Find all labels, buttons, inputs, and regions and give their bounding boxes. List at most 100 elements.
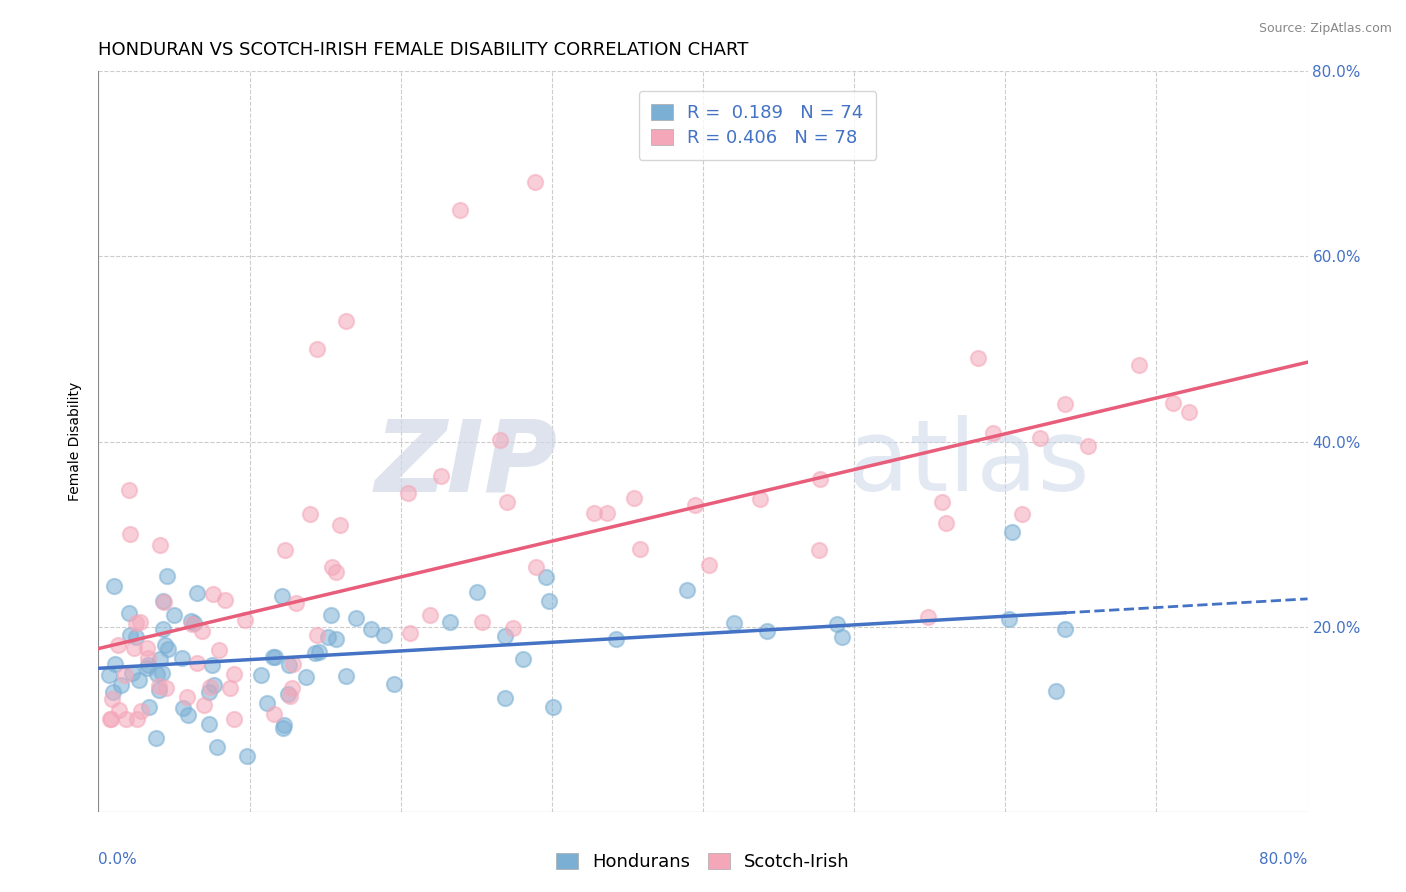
Legend: R =  0.189   N = 74, R = 0.406   N = 78: R = 0.189 N = 74, R = 0.406 N = 78: [638, 92, 876, 160]
Point: [136, 661, 159, 675]
Point: [277, 657, 299, 672]
Point: [181, 616, 204, 631]
Point: [623, 491, 645, 505]
Text: 80.0%: 80.0%: [1260, 853, 1308, 867]
Point: [831, 630, 853, 644]
Point: [136, 657, 159, 672]
Point: [156, 568, 179, 582]
Point: [534, 570, 557, 584]
Point: [512, 652, 534, 666]
Point: [495, 495, 517, 509]
Point: [308, 645, 330, 659]
Point: [270, 589, 292, 603]
Point: [321, 560, 343, 574]
Point: [100, 712, 122, 726]
Point: [541, 699, 564, 714]
Point: [494, 691, 516, 706]
Point: [335, 314, 357, 328]
Point: [172, 701, 194, 715]
Point: [193, 698, 215, 712]
Point: [202, 678, 225, 692]
Point: [120, 628, 142, 642]
Point: [305, 628, 328, 642]
Point: [396, 486, 419, 500]
Point: [180, 614, 202, 628]
Point: [321, 607, 343, 622]
Point: [264, 649, 287, 664]
Point: [183, 616, 205, 631]
Point: [129, 615, 152, 629]
Point: [198, 680, 221, 694]
Point: [430, 468, 453, 483]
Point: [439, 615, 461, 629]
Point: [100, 712, 122, 726]
Point: [981, 426, 1004, 441]
Point: [917, 609, 939, 624]
Point: [274, 543, 297, 558]
Point: [756, 624, 779, 639]
Point: [419, 607, 441, 622]
Point: [1011, 507, 1033, 521]
Point: [1161, 396, 1184, 410]
Point: [344, 611, 367, 625]
Point: [523, 175, 546, 190]
Point: [298, 508, 321, 522]
Point: [191, 624, 214, 639]
Point: [465, 585, 488, 599]
Point: [1128, 358, 1150, 372]
Point: [118, 607, 141, 621]
Point: [935, 516, 957, 530]
Point: [449, 203, 471, 218]
Text: atlas: atlas: [848, 416, 1090, 512]
Point: [218, 681, 240, 695]
Point: [723, 616, 745, 631]
Point: [214, 592, 236, 607]
Point: [146, 667, 169, 681]
Point: [103, 685, 125, 699]
Point: [121, 666, 143, 681]
Point: [596, 506, 619, 520]
Point: [170, 651, 193, 665]
Text: HONDURAN VS SCOTCH-IRISH FEMALE DISABILITY CORRELATION CHART: HONDURAN VS SCOTCH-IRISH FEMALE DISABILI…: [98, 41, 749, 59]
Point: [138, 700, 160, 714]
Point: [967, 351, 990, 366]
Point: [524, 560, 547, 574]
Point: [489, 433, 512, 447]
Point: [157, 642, 180, 657]
Point: [502, 621, 524, 635]
Point: [329, 517, 352, 532]
Point: [125, 615, 148, 630]
Point: [186, 585, 208, 599]
Point: [176, 690, 198, 705]
Point: [150, 666, 173, 681]
Point: [208, 642, 231, 657]
Point: [273, 718, 295, 732]
Point: [281, 681, 304, 696]
Point: [538, 594, 561, 608]
Point: [107, 703, 129, 717]
Point: [628, 541, 651, 556]
Point: [1054, 397, 1077, 411]
Point: [155, 681, 177, 695]
Point: [325, 566, 347, 580]
Point: [1045, 684, 1067, 698]
Point: [1053, 623, 1076, 637]
Point: [1177, 405, 1199, 419]
Point: [110, 678, 132, 692]
Point: [127, 712, 149, 726]
Point: [399, 625, 422, 640]
Point: [198, 716, 221, 731]
Point: [277, 687, 299, 701]
Point: [222, 666, 245, 681]
Point: [129, 705, 152, 719]
Point: [202, 587, 225, 601]
Point: [115, 712, 138, 726]
Point: [1001, 524, 1024, 539]
Point: [494, 629, 516, 643]
Point: [582, 506, 605, 520]
Point: [316, 630, 339, 644]
Point: [155, 638, 177, 652]
Point: [177, 708, 200, 723]
Point: [136, 641, 159, 656]
Point: [148, 679, 170, 693]
